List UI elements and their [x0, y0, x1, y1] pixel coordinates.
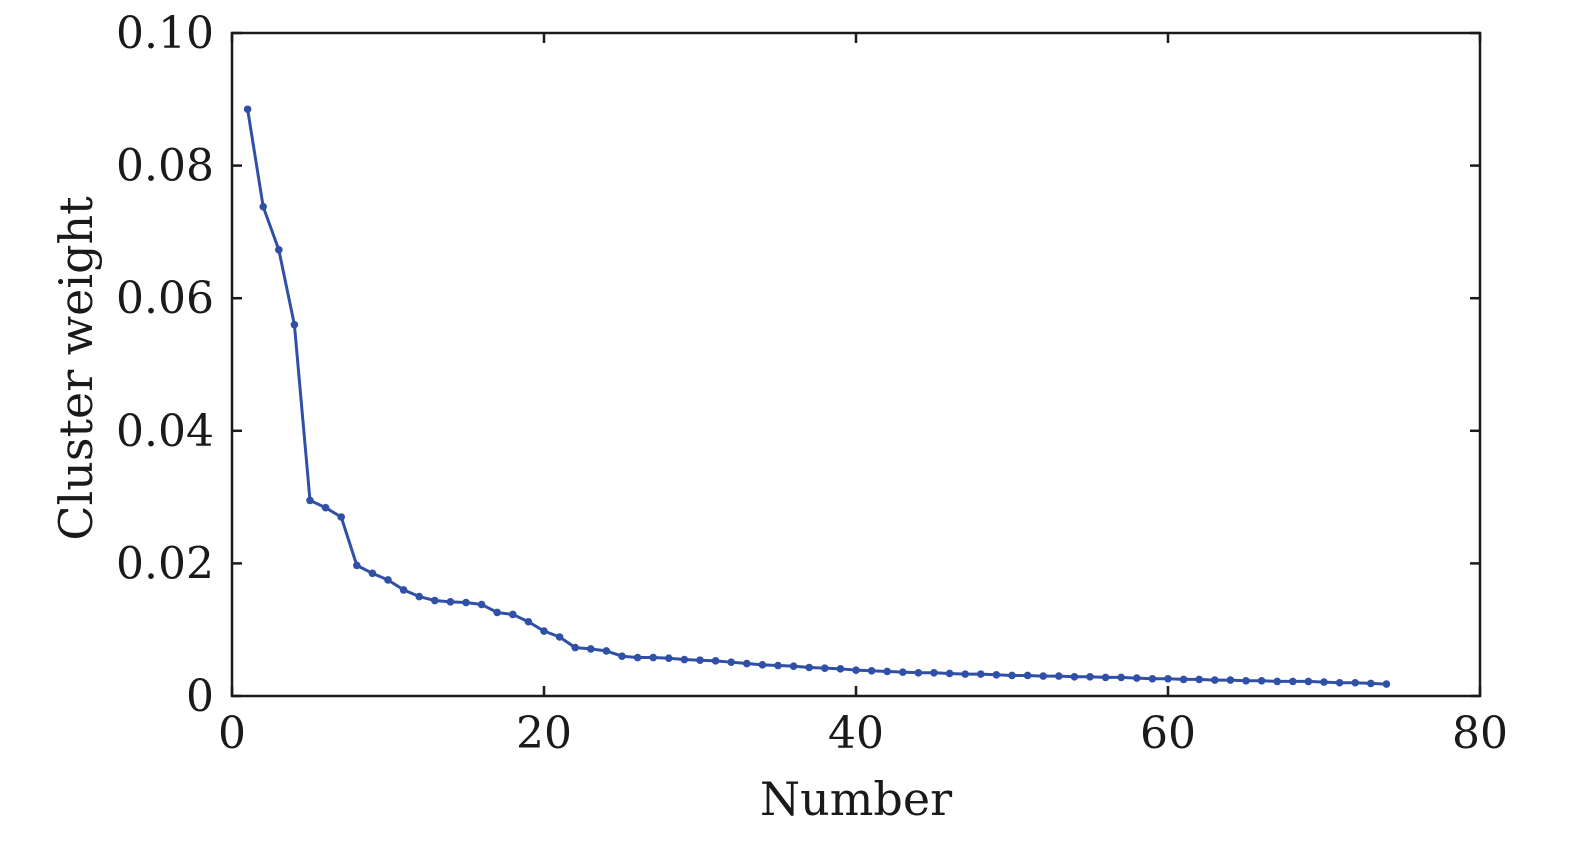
data-point: [821, 664, 829, 672]
data-point: [1086, 672, 1094, 681]
data-point: [1211, 676, 1219, 684]
data-point: [1117, 673, 1125, 682]
data-point: [1257, 676, 1266, 685]
data-point: [633, 653, 642, 662]
y-tick-label: 0.08: [116, 141, 214, 192]
y-tick-label: 0.06: [116, 273, 214, 324]
data-point: [259, 202, 268, 211]
data-point: [696, 656, 704, 664]
data-point: [384, 576, 392, 584]
data-point: [914, 668, 923, 677]
data-point: [602, 647, 611, 655]
y-tick-label: 0.10: [116, 8, 214, 59]
data-point: [1226, 676, 1235, 684]
data-point: [1289, 677, 1297, 686]
data-point: [446, 598, 455, 606]
data-point: [1008, 671, 1016, 680]
data-point: [1382, 680, 1391, 688]
data-point: [930, 668, 938, 677]
data-point: [587, 645, 595, 653]
data-point: [399, 586, 408, 594]
data-point: [1195, 675, 1203, 684]
data-point: [477, 600, 486, 609]
data-point: [1179, 675, 1188, 684]
data-point: [789, 662, 798, 670]
data-point: [1320, 678, 1328, 686]
x-tick-label: 80: [1452, 708, 1508, 759]
data-point: [1070, 672, 1079, 681]
data-point: [555, 633, 564, 641]
x-tick-label: 20: [516, 708, 572, 759]
data-point: [368, 569, 377, 578]
data-point: [1164, 674, 1172, 683]
data-point: [711, 657, 720, 665]
data-point: [805, 663, 813, 672]
y-tick-label: 0: [186, 671, 214, 722]
data-point: [353, 561, 361, 570]
data-point: [1039, 672, 1047, 680]
y-axis-label: Cluster weight: [49, 196, 103, 541]
data-point: [290, 320, 299, 329]
data-point: [743, 659, 751, 668]
data-point: [1055, 672, 1063, 680]
tick-labels-layer: 0 20 40 60 80 0 0.02 0.04 0.06 0.08 0.10: [116, 8, 1508, 759]
x-axis-label: Number: [760, 772, 952, 826]
data-point: [493, 608, 502, 617]
data-point: [961, 670, 969, 678]
data-point: [337, 513, 346, 521]
data-point: [618, 652, 626, 661]
data-point: [945, 669, 954, 678]
data-point: [1023, 671, 1032, 680]
data-point: [1335, 678, 1344, 687]
data-point: [836, 665, 845, 673]
data-point: [758, 661, 767, 669]
data-point: [1133, 674, 1141, 682]
data-point: [243, 105, 252, 114]
data-point: [1148, 674, 1157, 683]
data-point: [524, 617, 533, 626]
data-point: [852, 666, 860, 674]
plot-area-frame: [230, 31, 1482, 698]
data-point: [867, 667, 876, 675]
data-point: [680, 655, 689, 664]
data-point: [462, 598, 470, 607]
data-point: [509, 610, 517, 619]
data-point: [883, 667, 891, 676]
data-point: [1101, 673, 1110, 682]
data-point: [1273, 677, 1281, 686]
data-point: [571, 643, 579, 652]
data-point: [774, 661, 782, 670]
data-point: [431, 596, 439, 605]
x-tick-label: 0: [218, 708, 246, 759]
data-point: [1242, 676, 1250, 685]
data-point: [665, 654, 673, 663]
y-tick-label: 0.04: [116, 406, 214, 457]
x-tick-label: 60: [1140, 708, 1196, 759]
data-point: [1367, 679, 1375, 688]
data-point: [727, 658, 735, 666]
data-point: [1351, 678, 1359, 687]
x-tick-label: 40: [828, 708, 884, 759]
data-point: [977, 670, 985, 678]
data-point: [415, 592, 424, 601]
data-point: [1304, 677, 1313, 686]
data-point: [540, 627, 548, 635]
y-tick-label: 0.02: [116, 538, 214, 589]
data-point: [306, 496, 314, 505]
data-point: [321, 503, 330, 512]
series-layer: [243, 105, 1391, 688]
data-point: [899, 668, 907, 676]
data-point: [992, 670, 1001, 679]
data-point: [649, 653, 657, 662]
data-point: [275, 246, 283, 254]
